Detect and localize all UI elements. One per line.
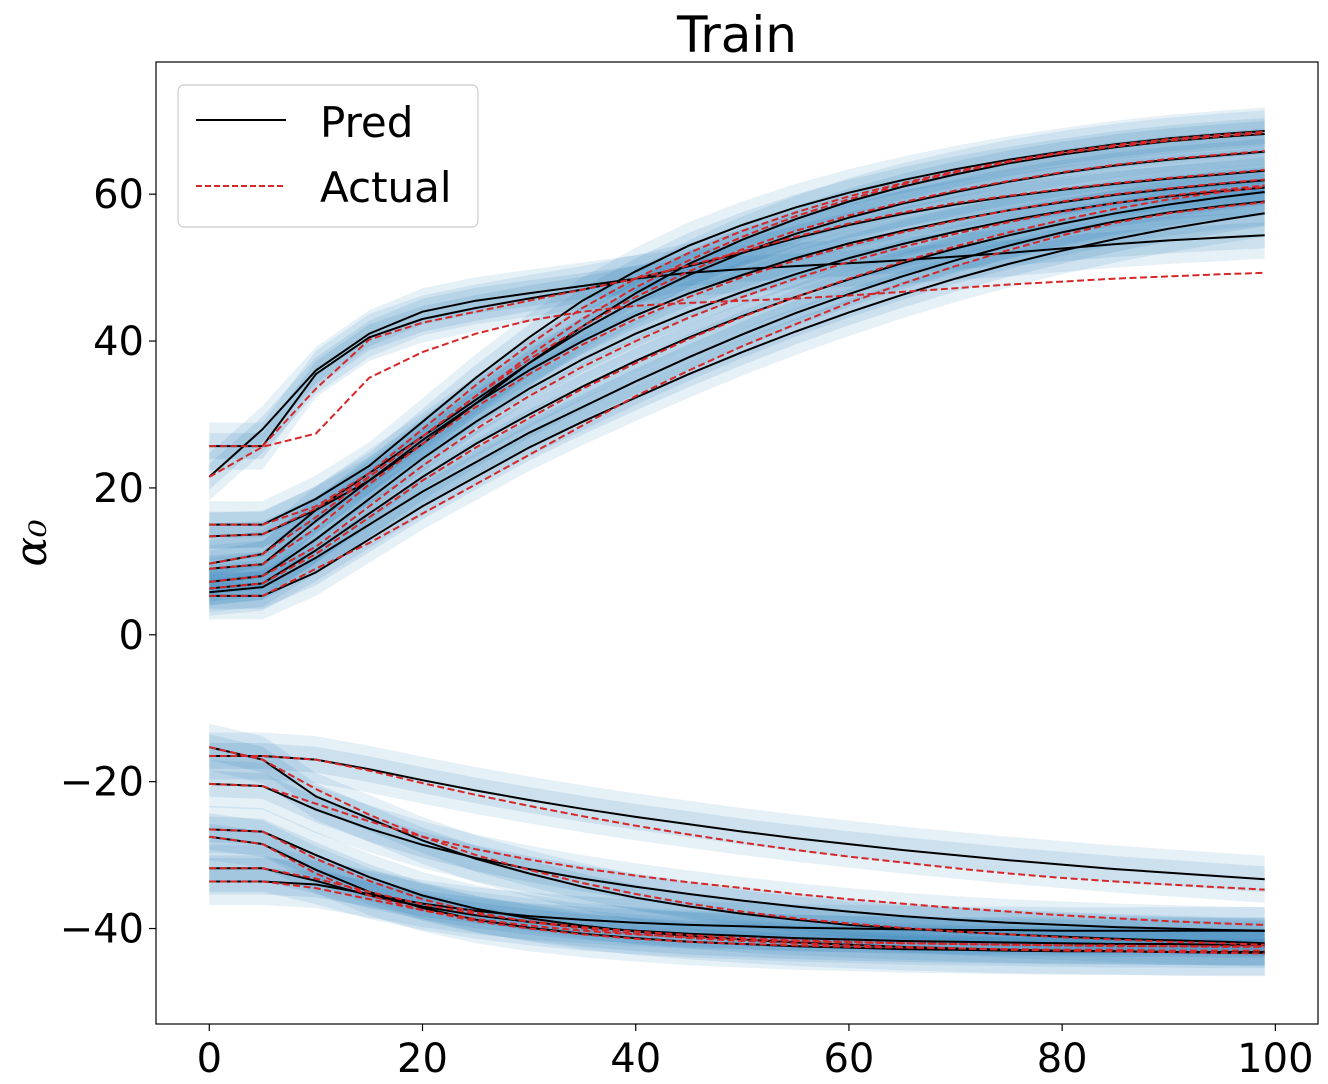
pred-line-0 [208,234,1265,478]
actual-line-13 [209,828,1265,955]
series-lines [208,130,1265,955]
confidence-band-0-1 [209,222,1265,490]
x-tick-label: 80 [1037,1036,1088,1082]
actual-line-14 [209,835,1265,952]
actual-line-2 [209,130,1265,526]
actual-line-9 [209,201,1265,597]
y-tick-label: −20 [60,760,144,806]
y-tick-label: 20 [93,466,144,512]
pred-line-2 [209,130,1265,526]
confidence-band-15-0 [209,844,1265,969]
confidence-band-6-0 [209,164,1265,606]
confidence-band-8-1 [209,188,1265,606]
y-tick-label: −40 [60,907,144,953]
confidence-band-1-1 [209,157,1265,460]
confidence-band-11-1 [209,743,1265,893]
confidence-band-6-1 [209,174,1265,595]
actual-line-4 [209,149,1265,565]
actual-line-7 [209,185,1265,590]
pred-line-11 [209,755,1265,881]
legend-actual-label: Actual [320,163,452,212]
confidence-band-16-1 [209,868,1265,944]
actual-line-5 [209,178,1265,570]
actual-line-0 [208,271,1265,478]
confidence-band-9-0 [209,189,1265,620]
confidence-band-14-1 [209,823,1265,965]
confidence-band-15-1 [209,855,1265,958]
pred-line-12 [209,782,1265,932]
confidence-band-12-0 [209,760,1265,955]
plot-frame [155,61,1319,1025]
legend-pred-label: Pred [320,98,413,147]
x-axis: 0 20 40 60 80 100 [197,1024,1314,1082]
confidence-band-7-0 [209,168,1265,612]
x-tick-label: 60 [823,1036,874,1082]
pred-line-15 [209,867,1265,946]
x-tick-label: 40 [610,1036,661,1082]
x-tick-label: 100 [1237,1036,1313,1082]
actual-line-12 [209,782,1265,926]
confidence-band-12-1 [209,770,1265,944]
confidence-band-2-1 [209,118,1265,538]
pred-line-8 [209,200,1265,594]
confidence-band-3-0 [209,110,1265,560]
confidence-band-0-0 [209,211,1265,501]
confidence-band-5-0 [209,156,1265,593]
y-tick-label: 40 [93,319,144,365]
x-tick-label: 0 [197,1036,222,1082]
y-axis: −40 −20 0 20 40 60 [60,172,156,953]
actual-line-10 [209,746,1265,946]
y-tick-label: 0 [119,613,144,659]
actual-line-6 [209,184,1265,583]
confidence-band-4-0 [209,128,1265,588]
pred-line-9 [209,212,1265,597]
y-axis-label: α₀ [6,519,57,567]
legend: Pred Actual [177,84,479,228]
confidence-band-2-0 [209,107,1265,549]
x-tick-label: 20 [397,1036,448,1082]
actual-line-1 [209,168,1265,448]
actual-line-16 [209,880,1265,948]
actual-line-11 [209,755,1265,891]
y-tick-label: 60 [93,172,144,218]
pred-line-16 [209,880,1265,932]
actual-line-3 [209,132,1265,538]
chart-title: Train [676,6,797,64]
